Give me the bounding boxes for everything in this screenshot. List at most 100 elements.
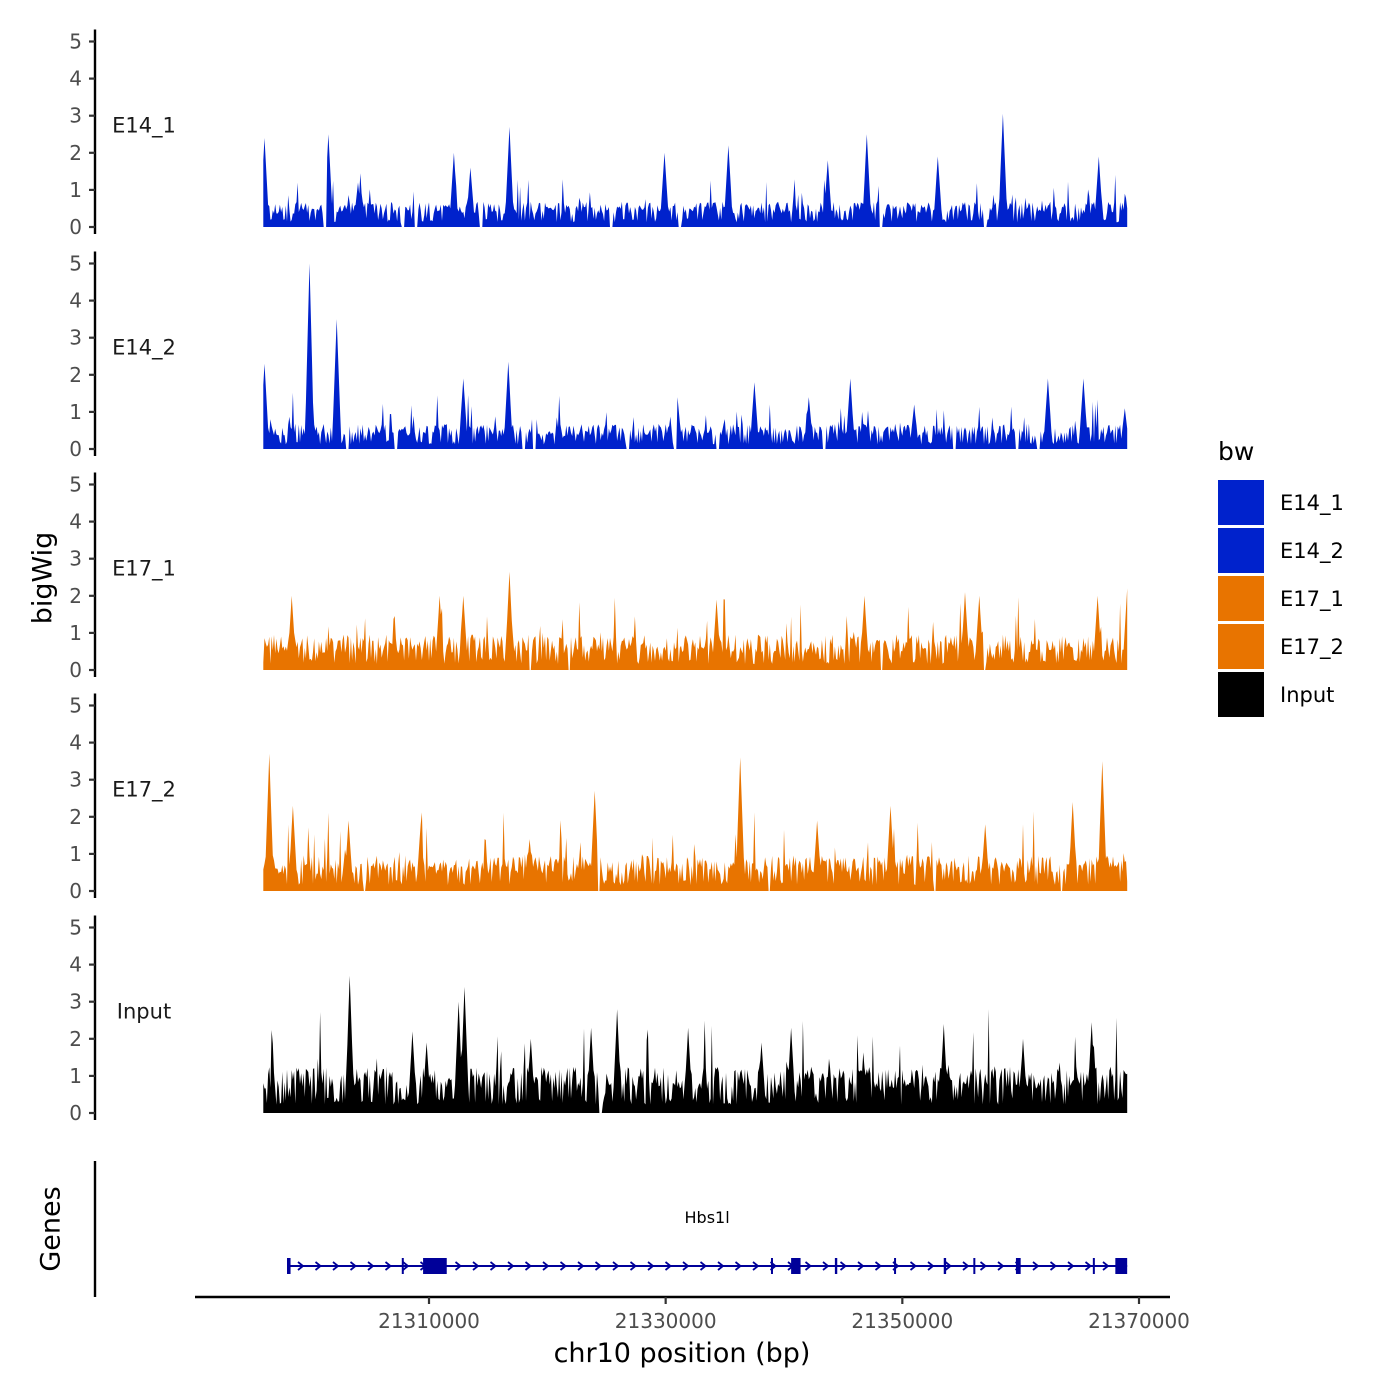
strand-arrow xyxy=(839,1261,847,1271)
exon xyxy=(973,1258,976,1274)
strand-arrow xyxy=(524,1261,532,1271)
strand-arrow xyxy=(489,1261,497,1271)
strand-arrow xyxy=(507,1261,515,1271)
y-tick-label-Input-3: 3 xyxy=(69,990,82,1014)
legend-item-E14_2: E14_2 xyxy=(1218,528,1344,573)
strand-arrow xyxy=(734,1261,742,1271)
y-tick-label-Input-0: 0 xyxy=(69,1101,82,1125)
strand-arrow xyxy=(384,1261,392,1271)
y-tick-label-E14_1-1: 1 xyxy=(69,178,82,202)
genes-panel: Genes Hbs1l xyxy=(36,1161,1128,1297)
y-tick-label-Input-4: 4 xyxy=(69,953,82,977)
legend-swatch-E14_1 xyxy=(1218,480,1264,525)
signal-area-Input xyxy=(263,975,1128,1113)
y-tick-label-E14_2-2: 2 xyxy=(69,363,82,387)
gene-name-label: Hbs1l xyxy=(685,1208,730,1227)
y-tick-label-E17_1-4: 4 xyxy=(69,510,82,534)
track-E14_2: 0 1 2 3 4 5 E14_2 xyxy=(69,251,1128,461)
strand-arrow xyxy=(857,1261,865,1271)
strand-arrow xyxy=(1032,1261,1040,1271)
track-E14_1: 0 1 2 3 4 5 E14_1 xyxy=(69,29,1128,239)
legend-swatch-E17_1 xyxy=(1218,576,1264,621)
y-tick-label-E14_2-0: 0 xyxy=(69,437,82,461)
y-tick-label-E14_1-5: 5 xyxy=(69,30,82,54)
strand-arrow xyxy=(314,1261,322,1271)
strand-arrow xyxy=(559,1261,567,1271)
strand-arrow xyxy=(367,1261,375,1271)
y-tick-label-E14_1-4: 4 xyxy=(69,67,82,91)
strand-arrow xyxy=(979,1261,987,1271)
strand-arrow xyxy=(647,1261,655,1271)
legend-swatch-Input xyxy=(1218,672,1264,717)
gene-Hbs1l: Hbs1l xyxy=(287,1208,1128,1274)
strand-arrow xyxy=(629,1261,637,1271)
exon xyxy=(791,1258,801,1274)
exon xyxy=(423,1258,447,1274)
strand-arrow xyxy=(454,1261,462,1271)
exon xyxy=(834,1258,838,1274)
strand-arrow xyxy=(717,1261,725,1271)
y-axis-title: bigWig xyxy=(28,532,59,625)
strand-arrow xyxy=(909,1261,917,1271)
legend-swatch-E14_2 xyxy=(1218,528,1264,573)
strand-arrow xyxy=(1102,1261,1110,1271)
legend-label-E14_2: E14_2 xyxy=(1280,539,1344,564)
genes-track-label: Genes xyxy=(36,1186,67,1271)
signal-area-E17_2 xyxy=(263,753,1128,891)
strand-arrow xyxy=(874,1261,882,1271)
signal-area-E17_1 xyxy=(263,571,1128,670)
strand-arrow xyxy=(297,1261,305,1271)
track-label-E17_1: E17_1 xyxy=(112,556,176,581)
legend-label-E14_1: E14_1 xyxy=(1280,491,1344,516)
strand-arrow xyxy=(577,1261,585,1271)
strand-arrow xyxy=(612,1261,620,1271)
strand-arrow xyxy=(349,1261,357,1271)
legend-label-E17_1: E17_1 xyxy=(1280,587,1344,612)
legend-item-E17_1: E17_1 xyxy=(1218,576,1344,621)
strand-arrow xyxy=(962,1261,970,1271)
strand-arrow xyxy=(804,1261,812,1271)
strand-arrow xyxy=(594,1261,602,1271)
strand-arrow xyxy=(944,1261,952,1271)
y-tick-label-E14_2-4: 4 xyxy=(69,289,82,313)
y-tick-label-E14_1-0: 0 xyxy=(69,215,82,239)
y-tick-label-E17_2-3: 3 xyxy=(69,768,82,792)
strand-arrow xyxy=(1084,1261,1092,1271)
y-tick-label-E14_1-3: 3 xyxy=(69,104,82,128)
x-tick-label-21370000: 21370000 xyxy=(1088,1309,1190,1333)
strand-arrow xyxy=(542,1261,550,1271)
x-ticks: 21310000 21330000 21350000 21370000 xyxy=(378,1297,1190,1333)
strand-arrow xyxy=(472,1261,480,1271)
y-tick-label-E17_1-5: 5 xyxy=(69,473,82,497)
y-tick-label-E14_1-2: 2 xyxy=(69,141,82,165)
legend-item-E17_2: E17_2 xyxy=(1218,624,1344,669)
legend-items: E14_1 E14_2 E17_1 E17_2 Input xyxy=(1218,480,1344,717)
strand-arrow xyxy=(332,1261,340,1271)
exon xyxy=(287,1258,291,1274)
x-axis-title: chr10 position (bp) xyxy=(554,1338,811,1369)
x-tick-label-21330000: 21330000 xyxy=(615,1309,717,1333)
y-tick-label-Input-2: 2 xyxy=(69,1027,82,1051)
strand-arrow xyxy=(927,1261,935,1271)
exon xyxy=(943,1258,947,1274)
exon xyxy=(1092,1258,1095,1274)
y-tick-label-Input-5: 5 xyxy=(69,916,82,940)
y-tick-label-Input-1: 1 xyxy=(69,1064,82,1088)
x-tick-label-21310000: 21310000 xyxy=(378,1309,480,1333)
strand-arrow xyxy=(664,1261,672,1271)
exon xyxy=(1015,1258,1021,1274)
exon xyxy=(770,1258,773,1274)
legend-label-Input: Input xyxy=(1280,683,1334,707)
x-tick-label-21350000: 21350000 xyxy=(851,1309,953,1333)
legend: bw E14_1 E14_2 E17_1 E17_2 Input xyxy=(1218,437,1344,717)
strand-arrow xyxy=(997,1261,1005,1271)
exon xyxy=(401,1258,404,1274)
exon xyxy=(894,1258,897,1274)
y-tick-label-E17_1-3: 3 xyxy=(69,547,82,571)
track-E17_1: 0 1 2 3 4 5 E17_1 xyxy=(69,472,1128,682)
gene-models: Hbs1l xyxy=(287,1208,1128,1274)
signal-tracks: 0 1 2 3 4 5 E14_1 0 1 2 3 4 5 E14_2 0 1 2 3 4 5 E17_1 0 1 2 3 4 5 E… xyxy=(69,29,1128,1125)
y-tick-label-E17_1-1: 1 xyxy=(69,621,82,645)
strand-arrow xyxy=(682,1261,690,1271)
